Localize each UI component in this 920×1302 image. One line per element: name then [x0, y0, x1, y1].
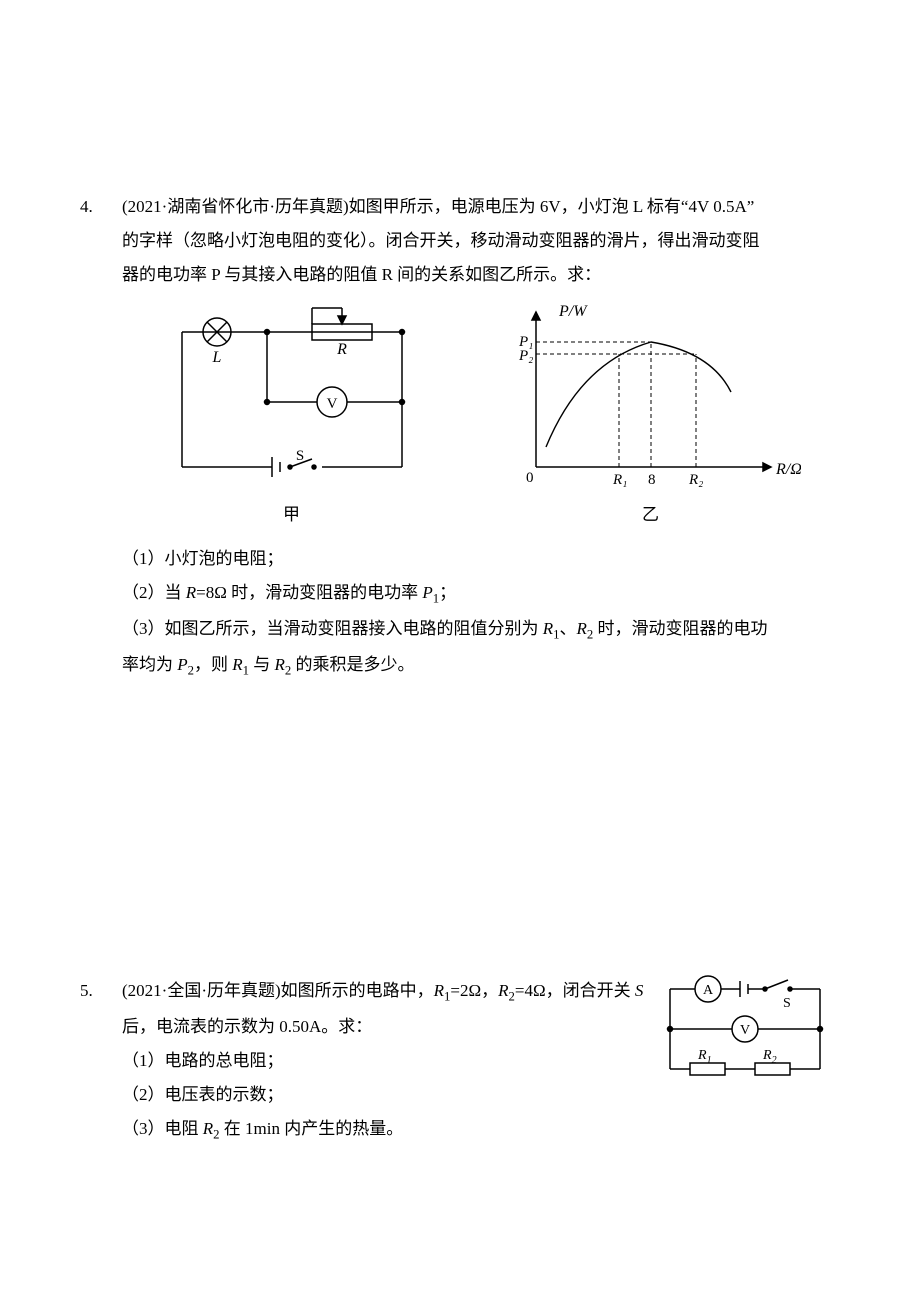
problem-number: 5.	[80, 974, 122, 1008]
switch-label: S	[295, 448, 303, 464]
stem-line-1: (2021·全国·历年真题)如图所示的电路中，R1=2Ω，R2=4Ω，闭合开关 …	[122, 974, 652, 1010]
q3a: （3）电阻	[122, 1119, 203, 1138]
x-axis-label: R/Ω	[775, 461, 801, 478]
stem-line-1: (2021·湖南省怀化市·历年真题)如图甲所示，电源电压为 6V，小灯泡 L 标…	[122, 190, 840, 224]
figure-graph-4: P/W R/Ω P₁ P₂ R₁ 8 R₂ 0 乙	[501, 302, 801, 532]
q1: （1）电路的总电阻；	[122, 1044, 652, 1078]
figure-circuit-4: L R V S 甲	[162, 302, 422, 532]
s1-R1: R	[434, 981, 444, 1000]
q3-c: 时，滑动变阻器的电功	[593, 619, 767, 638]
q2-a: （2）当	[122, 583, 186, 602]
problem-body: (2021·湖南省怀化市·历年真题)如图甲所示，电源电压为 6V，小灯泡 L 标…	[122, 190, 840, 684]
s1-S: S	[635, 981, 644, 1000]
q3-line1: （3）如图乙所示，当滑动变阻器接入电路的阻值分别为 R1、R2 时，滑动变阻器的…	[122, 612, 840, 648]
q3-l2c: 与	[249, 655, 275, 674]
q3-line2: 率均为 P2，则 R1 与 R2 的乘积是多少。	[122, 648, 840, 684]
caption-jia: 甲	[283, 498, 300, 532]
q3-l2R1: R	[232, 655, 242, 674]
p5-row: (2021·全国·历年真题)如图所示的电路中，R1=2Ω，R2=4Ω，闭合开关 …	[122, 974, 840, 1148]
figure-row: L R V S 甲	[122, 302, 840, 532]
num-text: 4.	[80, 197, 93, 216]
graph-svg: P/W R/Ω P₁ P₂ R₁ 8 R₂ 0	[501, 302, 801, 492]
q3-l2a: 率均为	[122, 655, 177, 674]
ammeter-label: A	[703, 983, 714, 998]
voltmeter-label: V	[740, 1023, 750, 1038]
circuit-svg: L R V S	[162, 302, 422, 492]
tick-8: 8	[648, 472, 656, 488]
q2: （2）当 R=8Ω 时，滑动变阻器的电功率 P1；	[122, 576, 840, 612]
r2-label: R₂	[688, 472, 703, 488]
circuit5-svg: A V S R1 R2	[660, 974, 835, 1094]
problem-4: 4. (2021·湖南省怀化市·历年真题)如图甲所示，电源电压为 6V，小灯泡 …	[80, 190, 840, 684]
s1c: =4Ω，闭合开关	[515, 981, 635, 1000]
stem-line-3: 器的电功率 P 与其接入电路的阻值 R 间的关系如图乙所示。求：	[122, 258, 840, 292]
q2-P: P	[422, 583, 432, 602]
switch-label: S	[783, 996, 791, 1011]
problem-number: 4.	[80, 190, 122, 224]
stem-line-2: 的字样（忽略小灯泡电阻的变化）。闭合开关，移动滑动变阻器的滑片，得出滑动变阻	[122, 224, 840, 258]
p2-label: P₂	[518, 348, 533, 364]
s1a: (2021·全国·历年真题)如图所示的电路中，	[122, 981, 434, 1000]
rheostat-label: R	[336, 341, 347, 358]
s1b: =2Ω，	[450, 981, 498, 1000]
q3-l2R2: R	[275, 655, 285, 674]
voltmeter-label: V	[326, 396, 337, 412]
q3-l2d: 的乘积是多少。	[291, 655, 414, 674]
q2-R: R	[186, 583, 196, 602]
origin-label: 0	[526, 470, 534, 486]
num-text: 5.	[80, 981, 93, 1000]
spacer	[80, 744, 840, 974]
lamp-label: L	[211, 349, 221, 366]
problem-5: 5. (2021·全国·历年真题)如图所示的电路中，R1=2Ω，R2=4Ω，闭合…	[80, 974, 840, 1148]
q2-c: =8Ω 时，滑动变阻器的电功率	[196, 583, 422, 602]
q3-b: 、	[560, 619, 577, 638]
q3-R: R	[203, 1119, 213, 1138]
q3-a: （3）如图乙所示，当滑动变阻器接入电路的阻值分别为	[122, 619, 543, 638]
r1-label: R₁	[612, 472, 627, 488]
caption-yi: 乙	[642, 498, 659, 532]
p5-text: (2021·全国·历年真题)如图所示的电路中，R1=2Ω，R2=4Ω，闭合开关 …	[122, 974, 652, 1148]
q2: （2）电压表的示数；	[122, 1078, 652, 1112]
y-axis-label: P/W	[558, 303, 588, 320]
problem-body: (2021·全国·历年真题)如图所示的电路中，R1=2Ω，R2=4Ω，闭合开关 …	[122, 974, 840, 1148]
q1: （1）小灯泡的电阻；	[122, 542, 840, 576]
q3-P2: P	[177, 655, 187, 674]
q3-R1: R	[543, 619, 553, 638]
figure-circuit-5: A V S R1 R2	[660, 974, 840, 1106]
q3-R2: R	[577, 619, 587, 638]
stem-line-2: 后，电流表的示数为 0.50A。求：	[122, 1010, 652, 1044]
q3-l2b: ，则	[194, 655, 232, 674]
q3: （3）电阻 R2 在 1min 内产生的热量。	[122, 1112, 652, 1148]
q3b: 在 1min 内产生的热量。	[220, 1119, 404, 1138]
s1-R2: R	[498, 981, 508, 1000]
q2-e: ；	[439, 583, 456, 602]
